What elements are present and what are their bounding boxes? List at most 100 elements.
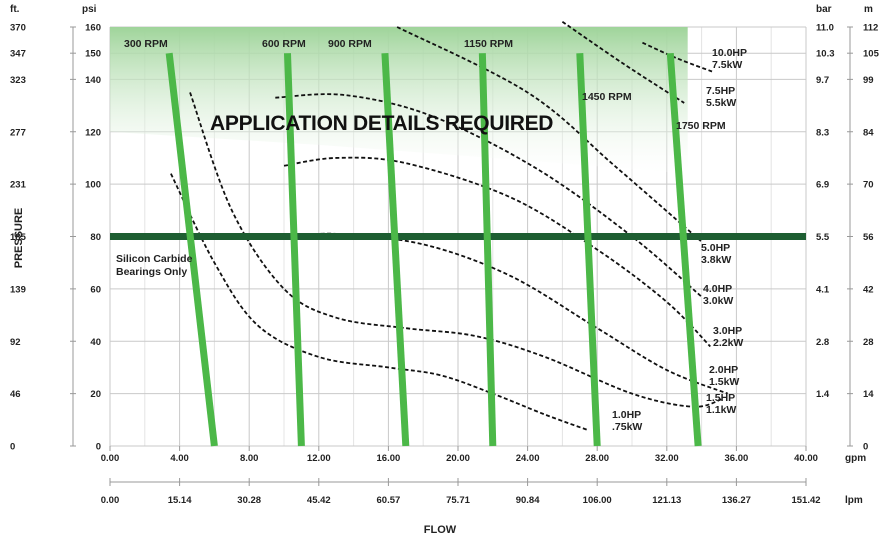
x-tick-gpm: 12.00 bbox=[307, 453, 331, 464]
y-tick-m: 112 bbox=[863, 23, 878, 34]
x-tick-gpm: 0.00 bbox=[101, 453, 120, 464]
y-tick-bar: 9.7 bbox=[816, 75, 829, 86]
rpm-label: 300 RPM bbox=[124, 38, 168, 50]
rpm-curve bbox=[478, 53, 497, 447]
rpm-label: 900 RPM bbox=[328, 38, 372, 50]
y-tick-ft: 185 bbox=[10, 232, 27, 243]
y-tick-bar: 10.3 bbox=[816, 49, 835, 60]
hp-curve bbox=[189, 92, 723, 408]
y-tick-psi: 0 bbox=[96, 442, 101, 453]
y-unit-ft: ft. bbox=[10, 4, 20, 15]
x-tick-lpm: 0.00 bbox=[101, 495, 120, 506]
y-tick-m: 28 bbox=[863, 337, 874, 348]
y-tick-psi: 160 bbox=[85, 23, 101, 34]
y-tick-m: 42 bbox=[863, 284, 874, 295]
x-tick-gpm: 4.00 bbox=[170, 453, 189, 464]
rpm-curve bbox=[576, 53, 601, 447]
y-tick-m: 56 bbox=[863, 232, 874, 243]
y-tick-ft: 0 bbox=[10, 442, 15, 453]
x-tick-gpm: 28.00 bbox=[585, 453, 609, 464]
y-tick-psi: 80 bbox=[90, 232, 101, 243]
y-tick-psi: 150 bbox=[85, 49, 101, 60]
y-tick-ft: 231 bbox=[10, 180, 27, 191]
rpm-curve bbox=[165, 52, 218, 447]
y-tick-bar: 5.5 bbox=[816, 232, 830, 243]
limit-note-line1: Silicon Carbide bbox=[116, 253, 193, 265]
x-tick-lpm: 45.42 bbox=[307, 495, 331, 506]
x-tick-lpm: 75.71 bbox=[446, 495, 470, 506]
region-note: APPLICATION DETAILS REQUIRED bbox=[210, 112, 553, 135]
y-tick-psi: 60 bbox=[90, 284, 101, 295]
y-tick-psi: 120 bbox=[85, 127, 101, 138]
y-tick-bar: 6.9 bbox=[816, 180, 829, 191]
y-tick-psi: 20 bbox=[90, 389, 101, 400]
hp-label: 5.0HP bbox=[701, 242, 730, 254]
x-tick-lpm: 15.14 bbox=[168, 495, 192, 506]
x-tick-gpm: 32.00 bbox=[655, 453, 679, 464]
kw-label: 5.5kW bbox=[706, 97, 736, 109]
y-tick-psi: 40 bbox=[90, 337, 101, 348]
x-tick-lpm: 106.00 bbox=[583, 495, 612, 506]
x-tick-lpm: 136.27 bbox=[722, 495, 751, 506]
hp-curve bbox=[301, 232, 729, 395]
y-tick-m: 0 bbox=[863, 442, 868, 453]
y-tick-bar: 8.3 bbox=[816, 127, 829, 138]
x-tick-lpm: 121.13 bbox=[652, 495, 681, 506]
x-axis-title: FLOW bbox=[424, 524, 457, 536]
kw-label: 3.8kW bbox=[701, 254, 731, 266]
hp-label: 3.0HP bbox=[713, 325, 742, 337]
rpm-curve bbox=[666, 52, 702, 447]
y-unit-bar: bar bbox=[816, 4, 832, 15]
limit-note-line2: Bearings Only bbox=[116, 266, 187, 278]
application-details-region bbox=[110, 27, 688, 174]
rpm-curve bbox=[381, 53, 410, 447]
y-tick-bar: 4.1 bbox=[816, 284, 830, 295]
hp-curve bbox=[396, 26, 703, 243]
hp-label: 7.5HP bbox=[706, 85, 735, 97]
x-unit-lpm: lpm bbox=[845, 495, 863, 506]
y-tick-ft: 323 bbox=[10, 75, 26, 86]
rpm-curve bbox=[283, 53, 305, 447]
x-tick-gpm: 36.00 bbox=[725, 453, 749, 464]
rpm-label: 1750 RPM bbox=[676, 120, 726, 132]
y-tick-ft: 139 bbox=[10, 284, 26, 295]
y-tick-m: 70 bbox=[863, 180, 874, 191]
hp-label: 2.0HP bbox=[709, 364, 738, 376]
x-tick-gpm: 24.00 bbox=[516, 453, 540, 464]
x-tick-lpm: 30.28 bbox=[237, 495, 261, 506]
y-tick-psi: 140 bbox=[85, 75, 101, 86]
y-unit-psi: psi bbox=[82, 4, 97, 15]
y-axis-title: PRESSURE bbox=[13, 208, 25, 269]
y-tick-ft: 347 bbox=[10, 49, 26, 60]
y-tick-m: 105 bbox=[863, 49, 880, 60]
kw-label: 3.0kW bbox=[703, 295, 733, 307]
kw-label: 2.2kW bbox=[713, 337, 743, 349]
y-tick-m: 14 bbox=[863, 389, 874, 400]
rpm-label: 1150 RPM bbox=[464, 38, 513, 50]
y-tick-m: 84 bbox=[863, 127, 874, 138]
y-tick-m: 99 bbox=[863, 75, 874, 86]
x-tick-lpm: 60.57 bbox=[377, 495, 401, 506]
rpm-label: 1450 RPM bbox=[582, 91, 632, 103]
x-tick-gpm: 16.00 bbox=[377, 453, 401, 464]
y-tick-ft: 92 bbox=[10, 337, 21, 348]
kw-label: .75kW bbox=[612, 421, 642, 433]
rpm-label: 600 RPM bbox=[262, 38, 306, 50]
y-tick-ft: 370 bbox=[10, 23, 26, 34]
y-unit-m: m bbox=[864, 4, 873, 15]
hp-label: 4.0HP bbox=[703, 283, 732, 295]
y-tick-bar: 11.0 bbox=[816, 23, 834, 34]
x-tick-lpm: 90.84 bbox=[516, 495, 540, 506]
hp-curve bbox=[642, 41, 713, 73]
hp-label: 1.0HP bbox=[612, 409, 641, 421]
rpm-curves bbox=[165, 52, 702, 447]
hp-label: 1.5HP bbox=[706, 392, 735, 404]
y-tick-bar: 1.4 bbox=[816, 389, 830, 400]
x-unit-gpm: gpm bbox=[845, 453, 866, 464]
x-tick-gpm: 20.00 bbox=[446, 453, 470, 464]
y-tick-bar: 2.8 bbox=[816, 337, 829, 348]
x-tick-gpm: 40.00 bbox=[794, 453, 818, 464]
kw-label: 1.5kW bbox=[709, 376, 739, 388]
y-tick-ft: 46 bbox=[10, 389, 21, 400]
